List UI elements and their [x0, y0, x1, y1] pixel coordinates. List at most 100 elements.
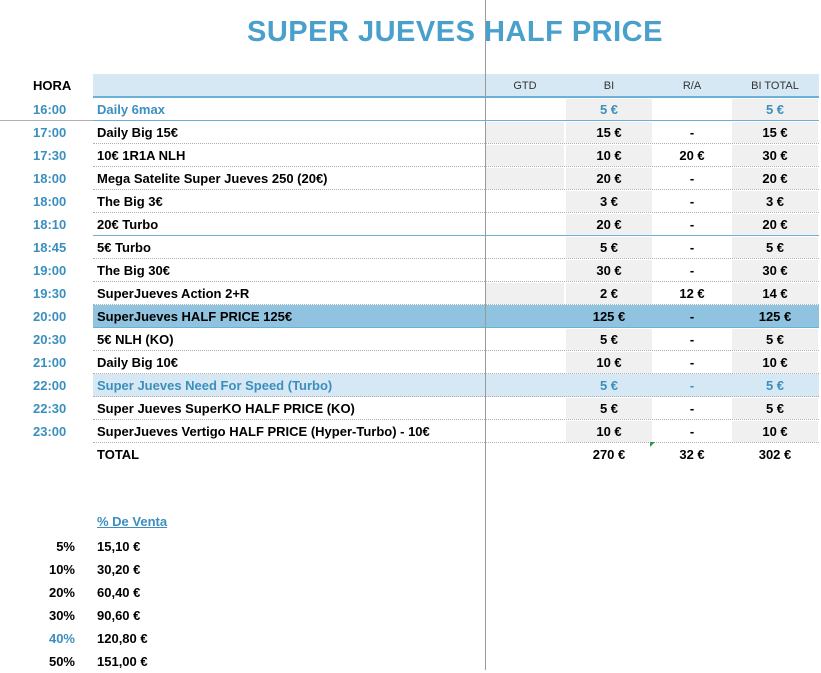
row-ra: - [689, 309, 695, 324]
row-ra [652, 98, 732, 121]
row-time: 20:30 [33, 332, 67, 347]
header-band [93, 74, 819, 96]
row-ra: - [689, 378, 695, 393]
venta-amount: 120,80 € [97, 631, 148, 646]
venta-row: 10% 30,20 € [0, 558, 300, 581]
row-time: 18:00 [33, 171, 67, 186]
row-name: Super Jueves SuperKO HALF PRICE (KO) [97, 401, 355, 416]
row-gtd [486, 374, 564, 397]
row-bi-total: 125 € [758, 309, 792, 324]
venta-percent: 10% [48, 562, 75, 577]
venta-row: 50% 151,00 € [0, 650, 300, 673]
page-title: SUPER JUEVES HALF PRICE [247, 16, 663, 48]
row-bi: 15 € [596, 125, 622, 140]
row-highlight [93, 374, 819, 397]
row-bi-total: 15 € [762, 125, 788, 140]
table-row: 20:30 5€ NLH (KO) 5 € - 5 € [0, 328, 821, 351]
row-ra: - [689, 424, 695, 439]
row-name: SuperJueves Vertigo HALF PRICE (Hyper-Tu… [97, 424, 430, 439]
venta-percent: 5% [56, 539, 75, 554]
row-time: 18:45 [33, 240, 67, 255]
table-row: 22:00 Super Jueves Need For Speed (Turbo)… [0, 374, 821, 397]
row-bi: 20 € [596, 217, 622, 232]
row-bi-total: 5 € [765, 102, 785, 117]
row-name: Super Jueves Need For Speed (Turbo) [97, 378, 333, 393]
row-gtd [486, 167, 564, 190]
row-gtd [486, 121, 564, 144]
row-gtd [486, 190, 564, 213]
row-gtd [486, 328, 564, 351]
row-name: Daily Big 10€ [97, 355, 178, 370]
header-hora: HORA [33, 78, 72, 93]
row-time: 19:30 [33, 286, 67, 301]
row-bi-total: 5 € [765, 240, 785, 255]
row-bi: 30 € [596, 263, 622, 278]
row-name: 5€ Turbo [97, 240, 151, 255]
row-gtd [486, 259, 564, 282]
row-time: 18:10 [33, 217, 67, 232]
row-gtd [486, 144, 564, 167]
table-row: 22:30 Super Jueves SuperKO HALF PRICE (KO… [0, 397, 821, 420]
row-gtd [486, 305, 564, 328]
header-bi-total: BI TOTAL [751, 80, 799, 92]
row-bi: 5 € [599, 240, 619, 255]
row-name: 10€ 1R1A NLH [97, 148, 186, 163]
row-name: Daily 6max [97, 102, 165, 117]
row-bi-total: 30 € [762, 148, 788, 163]
row-ra: - [689, 240, 695, 255]
table-row: 18:45 5€ Turbo 5 € - 5 € [0, 236, 821, 259]
row-time: 16:00 [33, 102, 67, 117]
row-time: 22:30 [33, 401, 67, 416]
row-ra: - [689, 263, 695, 278]
row-bi: 5 € [599, 102, 619, 117]
row-ra: - [689, 332, 695, 347]
row-time: 19:00 [33, 263, 67, 278]
row-bi-total: 5 € [765, 401, 785, 416]
row-time: 17:30 [33, 148, 67, 163]
total-label: TOTAL [97, 447, 140, 462]
venta-amount: 151,00 € [97, 654, 148, 669]
venta-amount: 15,10 € [97, 539, 141, 554]
row-bi: 3 € [599, 194, 619, 209]
venta-row: 40% 120,80 € [0, 627, 300, 650]
header-ra: R/A [682, 80, 702, 92]
table-row: 17:00 Daily Big 15€ 15 € - 15 € [0, 121, 821, 144]
table-row: 20:00 SuperJueves HALF PRICE 125€ 125 € - 12… [0, 305, 821, 328]
total-row: TOTAL 270 € 32 € 302 € [0, 443, 821, 466]
row-gtd [486, 213, 564, 236]
venta-row: 20% 60,40 € [0, 581, 300, 604]
table-row: 18:00 Mega Satelite Super Jueves 250 (20€… [0, 167, 821, 190]
row-name: SuperJueves HALF PRICE 125€ [97, 309, 293, 324]
row-bi-total: 20 € [762, 217, 788, 232]
row-ra: - [689, 355, 695, 370]
row-ra: - [689, 194, 695, 209]
row-gtd [486, 420, 564, 443]
header-bi: BI [603, 80, 615, 92]
venta-amount: 90,60 € [97, 608, 141, 623]
row-gtd [486, 282, 564, 305]
row-time: 22:00 [33, 378, 67, 393]
table-row: 18:00 The Big 3€ 3 € - 3 € [0, 190, 821, 213]
row-ra: 12 € [679, 286, 705, 301]
venta-amount: 60,40 € [97, 585, 141, 600]
row-bi-total: 30 € [762, 263, 788, 278]
total-bi-total: 302 € [758, 447, 792, 462]
row-name: 20€ Turbo [97, 217, 159, 232]
row-name: The Big 3€ [97, 194, 163, 209]
table-row: 23:00 SuperJueves Vertigo HALF PRICE (Hyp… [0, 420, 821, 443]
row-gtd [486, 351, 564, 374]
row-bi-total: 14 € [762, 286, 788, 301]
row-bi-total: 5 € [765, 378, 785, 393]
row-bi: 5 € [599, 378, 619, 393]
venta-percent: 40% [48, 631, 75, 646]
table-row: 19:30 SuperJueves Action 2+R 2 € 12 € 14 € [0, 282, 821, 305]
header-gtd: GTD [513, 80, 537, 92]
row-bi: 10 € [596, 355, 622, 370]
row-bi: 5 € [599, 401, 619, 416]
table-row: 18:10 20€ Turbo 20 € - 20 € [0, 213, 821, 236]
row-bi: 20 € [596, 171, 622, 186]
row-bi-total: 10 € [762, 355, 788, 370]
row-bi-total: 3 € [765, 194, 785, 209]
row-ra: - [689, 217, 695, 232]
row-name: SuperJueves Action 2+R [97, 286, 250, 301]
